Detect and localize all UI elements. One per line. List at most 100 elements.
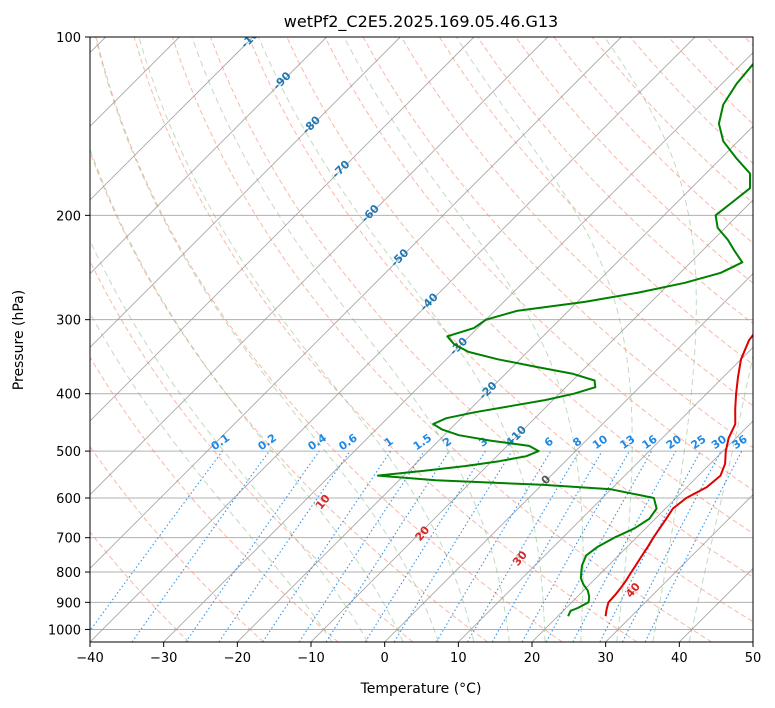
- isotherm-line: [90, 37, 548, 496]
- isotherm-line: [90, 37, 622, 569]
- isotherm-line: [531, 420, 753, 642]
- isotherm-line: [310, 199, 753, 642]
- moist-adiabat-line: [688, 353, 753, 642]
- isotherm-label: -80: [300, 113, 323, 136]
- mixing-ratio-line: [298, 450, 425, 642]
- mixing-ratio-label: 0.1: [209, 431, 232, 453]
- mixing-ratio-label: 1: [382, 435, 396, 450]
- dry-adiabat-label: 40: [623, 580, 643, 600]
- moist-adiabat-line: [191, 37, 510, 642]
- y-tick-label: 600: [56, 492, 81, 507]
- mixing-ratio-label: 0.2: [256, 431, 279, 453]
- dry-adiabat-line: [668, 37, 753, 125]
- chart-title: wetPf2_C2E5.2025.169.05.46.G13: [284, 12, 558, 32]
- x-tick-label: 50: [745, 651, 762, 666]
- dry-adiabat-line: [706, 37, 753, 86]
- mixing-ratio-label: 36: [730, 432, 750, 452]
- mixing-ratio-line: [521, 450, 630, 642]
- moist-adiabat-line: [90, 239, 369, 642]
- isotherm-line: [90, 37, 696, 642]
- mixing-ratio-label: 0.4: [306, 431, 330, 453]
- x-tick-label: −20: [224, 651, 251, 666]
- mixing-ratio-line: [185, 450, 320, 642]
- dry-adiabat-line: [591, 37, 753, 204]
- mixing-ratio-line: [393, 450, 513, 642]
- dry-adiabat-line: [248, 37, 753, 578]
- x-tick-label: 10: [450, 651, 467, 666]
- y-tick-label: 800: [56, 566, 81, 581]
- background-lines: [90, 37, 753, 642]
- isotherm-line: [90, 37, 475, 422]
- dry-adiabat-line: [133, 37, 638, 642]
- sounding-series: [376, 62, 753, 617]
- mixing-ratio-label: 3: [477, 435, 491, 450]
- dry-adiabat-line: [171, 37, 712, 642]
- dry-adiabat-label: 20: [412, 523, 432, 543]
- dry-adiabat-line: [90, 356, 339, 642]
- y-tick-label: 200: [56, 209, 81, 224]
- axes: −40 −30 −20 −10 0 10 20 30 40 5010020030040050060…: [48, 31, 761, 666]
- dry-adiabat-line: [400, 37, 753, 407]
- dry-adiabat-line: [438, 37, 753, 366]
- isotherm-line: [90, 37, 254, 201]
- isotherm-label: -40: [418, 290, 441, 313]
- mixing-ratio-line: [572, 450, 677, 642]
- isotherm-line: [90, 37, 401, 348]
- isotherm-line: [679, 567, 753, 642]
- x-tick-label: −30: [150, 651, 177, 666]
- dry-adiabat-line: [515, 37, 753, 284]
- moist-adiabat-line: [90, 147, 404, 642]
- dewpoint-line: [376, 62, 753, 617]
- moist-adiabat-line: [604, 37, 697, 642]
- y-tick-label: 100: [56, 31, 81, 46]
- isotherm-line: [384, 273, 753, 642]
- isotherm-line: [458, 346, 753, 642]
- isotherm-label: -70: [329, 158, 352, 181]
- dry-adiabat-line: [90, 531, 190, 642]
- x-tick-label: 0: [381, 651, 389, 666]
- mixing-ratio-line: [599, 450, 701, 642]
- y-tick-label: 500: [56, 445, 81, 460]
- y-tick-label: 300: [56, 314, 81, 329]
- isotherm-label: -50: [388, 246, 411, 269]
- y-axis-label: Pressure (hPa): [11, 290, 27, 390]
- x-tick-label: 30: [597, 651, 614, 666]
- temperature-line: [604, 333, 753, 617]
- y-tick-label: 700: [56, 532, 81, 547]
- mixing-ratio-label: 10: [590, 432, 610, 452]
- y-tick-label: 400: [56, 388, 81, 403]
- isotherm-line: [90, 37, 327, 275]
- moist-adiabat-line: [94, 37, 439, 642]
- x-tick-label: 20: [524, 651, 541, 666]
- mixing-ratio-line: [325, 450, 450, 642]
- mixing-ratio-line: [545, 450, 653, 642]
- mixing-ratio-line: [621, 450, 722, 642]
- moist-adiabat-line: [90, 311, 333, 642]
- mixing-ratio-label: 13: [617, 433, 637, 452]
- mixing-ratio-label: 1.5: [411, 431, 434, 453]
- dry-adiabat-line: [324, 37, 753, 491]
- mixing-ratio-line: [218, 450, 351, 642]
- mixing-ratio-label: 6: [542, 435, 556, 450]
- x-tick-label: −40: [76, 651, 103, 666]
- isotherm-line: [163, 52, 753, 642]
- dry-adiabat-line: [90, 150, 488, 642]
- dry-adiabat-line: [553, 37, 753, 244]
- dry-adiabat-line: [90, 259, 414, 642]
- dry-adiabat-line: [210, 37, 753, 623]
- mixing-ratio-label: 25: [689, 432, 709, 451]
- mixing-ratio-line: [644, 450, 743, 642]
- mixing-ratio-line: [90, 450, 223, 632]
- mixing-ratio-label: 16: [640, 432, 660, 452]
- isotherm-line: [237, 125, 753, 642]
- mixing-ratio-line: [131, 450, 270, 642]
- dry-adiabat-label: 30: [510, 548, 530, 568]
- isotherm-line: [605, 494, 753, 642]
- mixing-ratio-line: [262, 450, 392, 642]
- x-axis-label: Temperature (°C): [360, 681, 482, 697]
- y-tick-label: 1000: [48, 623, 81, 638]
- mixing-ratio-line: [435, 450, 552, 642]
- moist-adiabat-line: [138, 37, 475, 642]
- dry-adiabat-line: [95, 37, 563, 642]
